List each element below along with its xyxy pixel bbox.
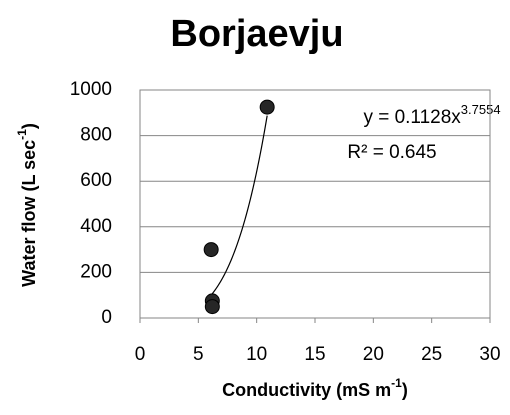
x-tick-label: 25 <box>421 344 442 365</box>
x-axis-title: Conductivity (mS m-1) <box>222 376 408 400</box>
y-tick-label: 1000 <box>70 79 112 100</box>
y-axis-title-end: ) <box>19 123 39 129</box>
y-tick-label: 800 <box>80 125 112 146</box>
y-axis-title-sup: -1 <box>15 129 29 140</box>
trendline <box>210 115 268 296</box>
x-tick-label: 20 <box>363 344 384 365</box>
y-tick-label: 0 <box>101 307 112 328</box>
x-axis-title-sup: -1 <box>391 376 402 390</box>
x-tick-label: 5 <box>193 344 204 365</box>
plot-border <box>139 89 491 319</box>
x-tick-label: 0 <box>135 344 146 365</box>
y-tick-label: 600 <box>80 170 112 191</box>
x-axis-title-text: Conductivity (mS m <box>222 380 391 400</box>
y-tick-label: 400 <box>80 216 112 237</box>
x-tick-label: 15 <box>304 344 325 365</box>
equation-exponent: 3.7554 <box>461 102 501 117</box>
chart-title: Borjaevju <box>170 13 343 55</box>
equation-text: y = 0.1128x <box>363 107 461 128</box>
x-tick-label: 10 <box>246 344 267 365</box>
y-axis-title-text: Water flow (L sec <box>19 140 39 287</box>
x-tick-label: 30 <box>479 344 500 365</box>
trendline-r-squared: R² = 0.645 <box>347 142 436 163</box>
y-axis-title: Water flow (L sec-1) <box>15 123 39 287</box>
trendline-equation: y = 0.1128x3.7554 <box>363 102 500 128</box>
y-tick-label: 200 <box>80 261 112 282</box>
data-point <box>204 299 220 315</box>
x-axis-title-end: ) <box>402 380 408 400</box>
data-point <box>203 242 219 258</box>
data-point <box>259 99 275 115</box>
